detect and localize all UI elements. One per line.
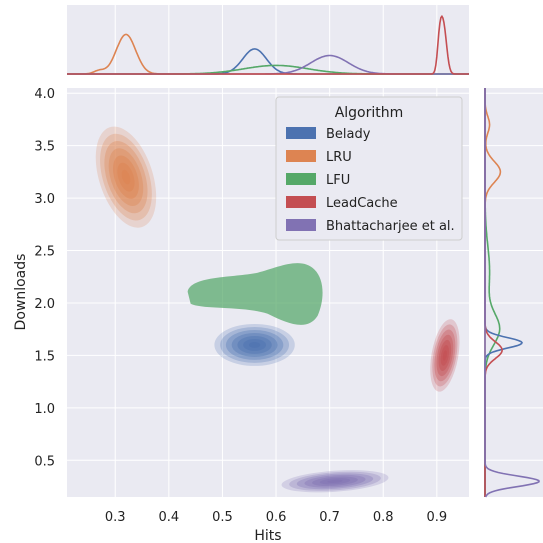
x-tick-label: 0.3 — [105, 510, 126, 525]
legend-label: Bhattacharjee et al. — [326, 219, 455, 234]
x-tick-label: 0.6 — [266, 510, 287, 525]
kde-leadcache — [430, 319, 460, 392]
kde-bhattacharjee-et-al- — [281, 470, 389, 493]
legend-label: Belady — [326, 127, 371, 142]
legend-label: LeadCache — [326, 196, 398, 211]
legend-title: Algorithm — [335, 105, 404, 121]
y-tick-label: 1.0 — [34, 402, 55, 417]
y-tick-label: 2.5 — [34, 245, 55, 260]
top-marginal-panel — [67, 5, 469, 75]
right-marginal-panel — [484, 88, 543, 498]
x-tick-label: 0.5 — [212, 510, 233, 525]
x-tick-label: 0.4 — [158, 510, 179, 525]
y-tick-label: 1.5 — [34, 349, 55, 364]
legend-label: LFU — [326, 173, 350, 188]
legend-swatch — [286, 127, 316, 139]
density-contour — [442, 350, 447, 361]
y-tick-label: 4.0 — [34, 87, 55, 102]
y-tick-label: 3.5 — [34, 140, 55, 155]
y-tick-label: 3.0 — [34, 192, 55, 207]
legend-swatch — [286, 173, 316, 185]
x-tick-label: 0.7 — [319, 510, 340, 525]
x-tick-label: 0.9 — [426, 510, 447, 525]
density-contour — [248, 341, 261, 348]
x-axis-label: Hits — [254, 528, 281, 543]
y-tick-label: 2.0 — [34, 297, 55, 312]
x-tick-label: 0.8 — [373, 510, 394, 525]
legend-swatch — [286, 150, 316, 162]
legend-swatch — [286, 196, 316, 208]
y-tick-label: 0.5 — [34, 454, 55, 469]
kde-lfu — [187, 263, 323, 325]
marginal-y-bhattacharjee-et-al- — [484, 88, 540, 498]
kde-belady — [214, 323, 295, 366]
y-axis-label: Downloads — [13, 254, 29, 331]
legend: Algorithm Belady LRU LFU LeadCache Bhattacha… — [275, 96, 463, 241]
marginal-x-leadcache — [67, 14, 469, 75]
kde-lru — [95, 126, 157, 228]
legend-label: LRU — [326, 150, 352, 165]
density-contour — [327, 479, 343, 483]
density-contour — [121, 169, 131, 185]
legend-swatch — [286, 219, 316, 231]
